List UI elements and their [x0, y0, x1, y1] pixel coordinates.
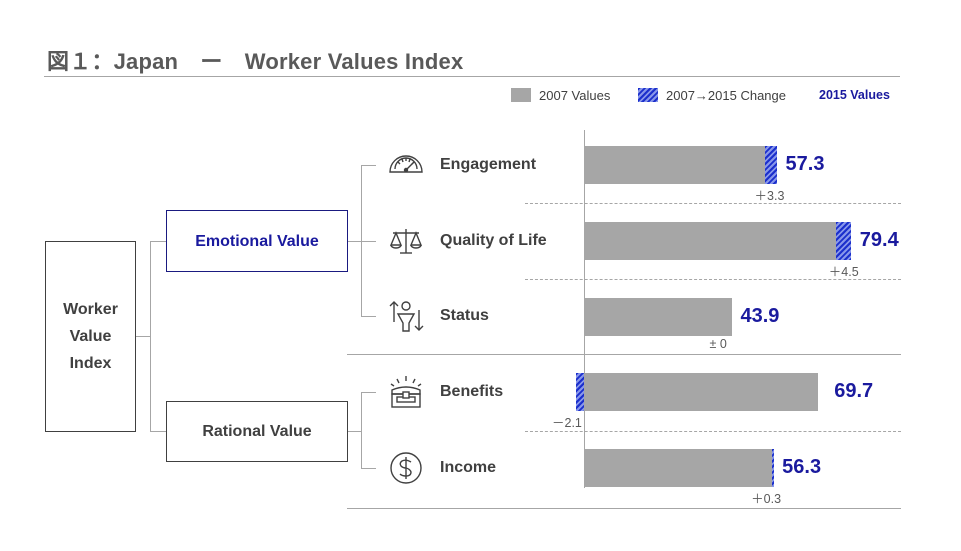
connector: [361, 392, 362, 469]
root-label-line-3: Index: [69, 355, 112, 372]
gauge-icon: [389, 155, 423, 173]
connector: [361, 165, 376, 166]
change-label-quality-of-life: ＋4.5: [828, 265, 859, 279]
dollar-coin-icon: [390, 452, 422, 484]
bar-2007-quality-of-life: [584, 222, 836, 260]
connector: [361, 392, 376, 393]
connector: [348, 431, 362, 432]
rational-value-label: Rational Value: [202, 423, 312, 440]
row-label-engagement: Engagement: [440, 156, 537, 173]
root-label-line-1: Worker: [63, 301, 118, 318]
value-label-income: 56.3: [782, 456, 822, 478]
row-separator: [525, 203, 901, 204]
scales-icon: [389, 229, 423, 254]
status-arrows-icon: [389, 301, 424, 332]
group-separator: [347, 354, 901, 355]
root-box: Worker Value Index: [45, 241, 136, 432]
value-label-benefits: 69.7: [834, 380, 874, 402]
bar-change-income: [772, 449, 774, 487]
legend-swatch-change: [638, 88, 658, 102]
rational-value-box: Rational Value: [166, 401, 348, 462]
value-label-engagement: 57.3: [785, 153, 825, 175]
legend-item-final: 2015 Values: [819, 86, 890, 104]
change-label-status: ± 0: [709, 337, 727, 351]
value-label-quality-of-life: 79.4: [859, 229, 899, 251]
connector: [150, 241, 166, 242]
legend-label-base: 2007 Values: [539, 87, 611, 103]
emotional-value-box: Emotional Value: [166, 210, 348, 272]
legend-label-change: 2007→2015 Change: [666, 87, 786, 103]
legend-label-final: 2015 Values: [819, 88, 890, 102]
change-label-benefits: －2.1: [552, 416, 582, 430]
row-separator: [525, 279, 901, 280]
connector: [361, 468, 376, 469]
bar-2007-benefits: [584, 373, 819, 411]
bar-change-quality-of-life: [835, 222, 851, 260]
connector: [150, 241, 151, 432]
connector: [361, 241, 376, 242]
bar-2007-status: [584, 298, 732, 336]
row-label-quality-of-life: Quality of Life: [440, 232, 547, 249]
root-label-line-2: Value: [69, 328, 112, 345]
treasure-chest-icon: [390, 376, 422, 408]
bar-2007-income: [584, 449, 773, 487]
value-label-status: 43.9: [740, 305, 780, 327]
title-divider: [44, 76, 900, 77]
legend-item-base: 2007 Values: [511, 86, 610, 104]
chart-axis: [584, 130, 585, 488]
bar-change-engagement: [765, 146, 777, 184]
bar-change-benefits: [576, 373, 584, 411]
connector: [348, 241, 362, 242]
bar-2007-engagement: [584, 146, 766, 184]
row-label-benefits: Benefits: [440, 383, 504, 400]
row-separator: [525, 431, 901, 432]
connector: [361, 316, 376, 317]
row-label-income: Income: [440, 459, 497, 476]
legend-item-change: 2007→2015 Change: [638, 86, 786, 104]
chart-bottom-rule: [347, 508, 901, 509]
change-label-engagement: ＋3.3: [754, 189, 785, 203]
chart-title: 図１：Japan ー Worker Values Index: [47, 49, 464, 74]
row-label-status: Status: [440, 307, 489, 324]
connector: [150, 431, 166, 432]
connector: [136, 336, 151, 337]
emotional-value-label: Emotional Value: [195, 232, 319, 250]
legend-swatch-base: [511, 88, 531, 102]
change-label-income: ＋0.3: [751, 492, 782, 506]
